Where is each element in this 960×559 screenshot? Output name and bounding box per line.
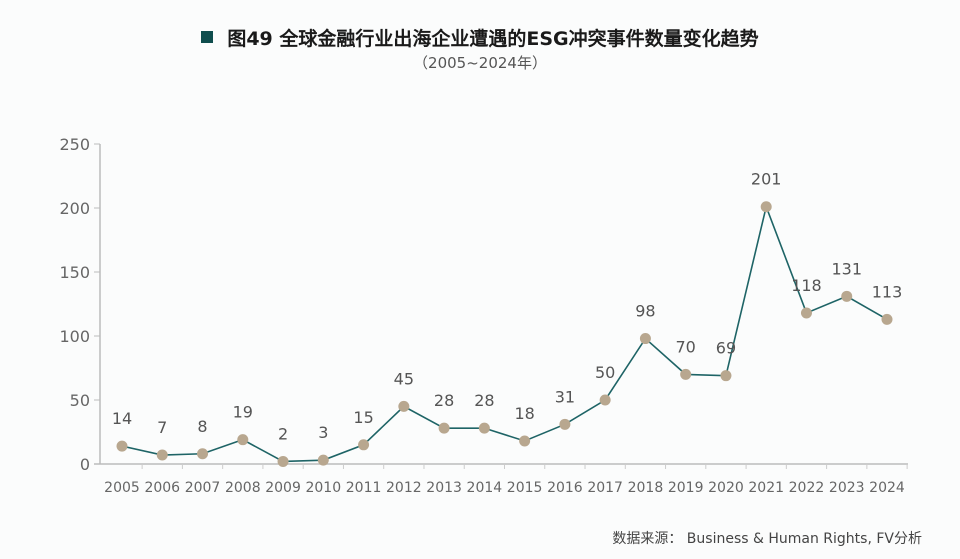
data-label: 2 [278,424,288,443]
y-tick-label: 200 [59,199,90,218]
data-label: 18 [514,404,534,423]
data-point [277,455,289,467]
data-label: 98 [635,302,655,321]
data-label: 19 [233,403,253,422]
data-label: 3 [318,423,328,442]
y-tick-label: 0 [80,455,90,474]
data-point [358,439,370,451]
data-label: 28 [474,391,494,410]
x-tick-label: 2021 [748,480,784,496]
data-point [197,448,209,460]
x-tick-label: 2014 [467,480,503,496]
x-tick-label: 2024 [869,480,905,496]
title-square-icon [201,31,214,43]
data-point [438,422,450,434]
data-point [317,454,329,466]
x-tick-label: 2011 [346,480,382,496]
x-tick-label: 2017 [587,480,623,496]
x-tick-label: 2019 [668,480,704,496]
x-tick-label: 2013 [426,480,462,496]
x-tick-label: 2020 [708,480,744,496]
data-label: 14 [112,409,132,428]
data-label: 69 [716,339,736,358]
x-tick-label: 2005 [104,480,140,496]
chart-subtitle: （2005~2024年） [413,54,547,72]
y-tick-label: 50 [70,391,90,410]
data-point [559,418,571,430]
title-text: 图49 全球金融行业出海企业遭遇的ESG冲突事件数量变化趋势 [227,28,759,50]
y-tick-label: 150 [59,263,90,282]
data-point [760,201,772,213]
data-label: 50 [595,363,615,382]
data-point [519,435,531,447]
data-label: 201 [751,170,782,189]
x-tick-label: 2007 [185,480,221,496]
data-label: 7 [157,418,167,437]
x-tick-label: 2006 [144,480,180,496]
data-label: 28 [434,391,454,410]
data-point [720,370,732,382]
data-point [841,290,853,302]
data-point [398,400,410,412]
x-tick-label: 2012 [386,480,422,496]
x-tick-label: 2009 [265,480,301,496]
chart-title: 图49 全球金融行业出海企业遭遇的ESG冲突事件数量变化趋势 [0,24,960,51]
data-label: 8 [197,417,207,436]
x-tick-label: 2008 [225,480,261,496]
y-tick-label: 250 [59,135,90,154]
data-label: 131 [831,259,862,278]
data-point [478,422,490,434]
series-line [121,204,888,463]
data-label: 15 [353,408,373,427]
data-label: 113 [872,282,903,301]
data-point [237,434,249,446]
data-point [680,368,692,380]
x-tick-label: 2018 [628,480,664,496]
data-point [116,440,128,452]
data-label: 118 [791,276,822,295]
x-tick-label: 2016 [547,480,583,496]
data-point [156,449,168,461]
x-tick-label: 2022 [789,480,825,496]
x-tick-label: 2023 [829,480,865,496]
data-label: 45 [394,369,414,388]
data-label: 70 [676,337,696,356]
data-label: 31 [555,387,575,406]
data-point [599,394,611,406]
data-point [639,333,651,345]
data-point [881,313,893,325]
x-tick-label: 2010 [305,480,341,496]
x-tick-label: 2015 [507,480,543,496]
data-point [800,307,812,319]
source-note: 数据来源： Business & Human Rights, FV分析 [612,531,922,547]
y-tick-label: 100 [59,327,90,346]
